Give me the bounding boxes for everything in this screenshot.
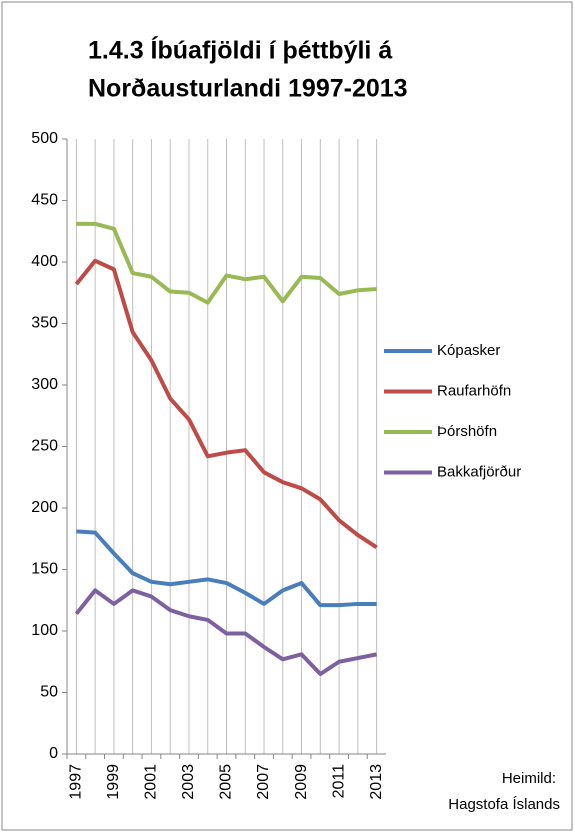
y-tick-label: 150 — [31, 561, 58, 578]
source-label: Heimild: — [502, 770, 556, 787]
y-tick-label: 200 — [31, 499, 58, 516]
y-tick-label: 50 — [40, 684, 58, 701]
y-tick-label: 500 — [31, 130, 58, 147]
y-tick-label: 450 — [31, 192, 58, 209]
series-line — [76, 529, 377, 608]
legend-label: Þórshöfn — [437, 423, 497, 440]
legend-label: Raufarhöfn — [437, 382, 511, 399]
y-tick-label: 350 — [31, 315, 58, 332]
x-tick-label: 2001 — [143, 764, 160, 800]
x-tick-label: 2009 — [293, 764, 310, 800]
y-tick-label: 250 — [31, 438, 58, 455]
x-tick-label: 2013 — [368, 764, 385, 800]
legend-label: Bakkafjörður — [437, 463, 521, 480]
y-tick-label: 300 — [31, 376, 58, 393]
chart-title: 1.4.3 Íbúafjöldi í þéttbýli á — [88, 36, 392, 65]
x-tick-label: 1997 — [68, 764, 85, 800]
legend-label: Kópasker — [437, 342, 500, 359]
x-tick-label: 2003 — [180, 764, 197, 800]
y-tick-label: 0 — [49, 745, 58, 762]
y-tick-label: 400 — [31, 253, 58, 270]
series-line — [74, 258, 378, 550]
chart-title: Norðausturlandi 1997-2013 — [88, 75, 408, 103]
x-tick-label: 2005 — [218, 764, 235, 800]
x-tick-label: 1999 — [105, 764, 122, 800]
x-tick-label: 2011 — [330, 764, 347, 799]
series-line — [74, 588, 378, 677]
y-tick-label: 100 — [31, 622, 58, 639]
series-line — [76, 221, 377, 305]
source-label: Hagstofa Íslands — [448, 796, 560, 813]
x-tick-label: 2007 — [255, 764, 272, 800]
